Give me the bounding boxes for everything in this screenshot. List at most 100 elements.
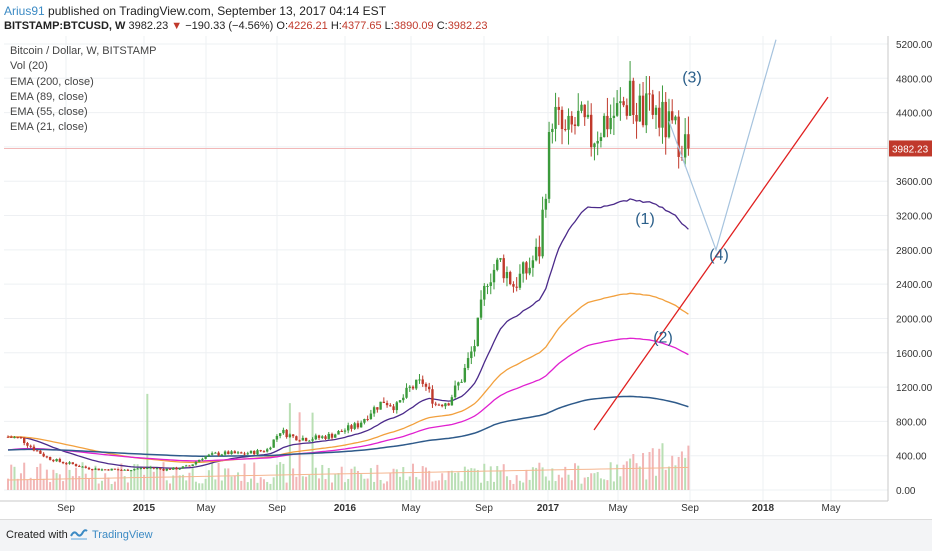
volume-bar <box>55 473 58 490</box>
candle-body <box>499 258 502 260</box>
volume-bar <box>259 477 262 490</box>
candle-body <box>577 110 580 126</box>
candle-body <box>544 198 548 210</box>
volume-bar <box>123 476 126 490</box>
candle-body <box>288 434 292 438</box>
legend-ema-21[interactable]: EMA (21, close) <box>10 121 88 134</box>
candle-body <box>334 434 337 438</box>
volume-bar <box>162 462 165 490</box>
candle-body <box>314 435 317 440</box>
volume-bar <box>321 464 324 490</box>
volume-bar <box>178 475 181 490</box>
candle-body <box>632 80 635 116</box>
candle-body <box>159 468 162 470</box>
volume-bar <box>564 466 567 490</box>
volume-bar <box>437 480 440 490</box>
last-price-tag <box>889 140 932 157</box>
volume-bar <box>642 453 645 490</box>
volume-bar <box>622 464 625 490</box>
candle-body <box>210 453 214 455</box>
volume-bar <box>224 468 227 490</box>
candle-body <box>534 246 538 261</box>
y-tick-label: 0.00 <box>896 486 916 497</box>
candle-body <box>677 116 680 157</box>
candle-body <box>434 403 437 405</box>
candle-body <box>152 467 155 469</box>
legend-vol[interactable]: Vol (20) <box>10 60 48 73</box>
volume-bar <box>505 476 508 490</box>
candle-body <box>269 447 272 450</box>
volume-bar <box>292 468 295 490</box>
volume-bar <box>570 480 573 490</box>
volume-bar <box>651 448 654 490</box>
candle-body <box>324 436 327 439</box>
tradingview-logo-icon <box>70 529 88 540</box>
candle-body <box>596 140 599 144</box>
volume-bar <box>619 476 622 490</box>
volume-bar <box>680 451 683 490</box>
volume-bar <box>431 481 434 490</box>
volume-bar <box>366 478 369 490</box>
candle-body <box>282 429 285 434</box>
volume-bar <box>415 477 418 490</box>
candle-body <box>181 466 185 469</box>
volume-bar <box>593 473 596 490</box>
volume-bar <box>541 467 544 490</box>
volume-bar <box>473 468 476 490</box>
candle-body <box>590 114 593 148</box>
candle-body <box>308 440 311 442</box>
candle-body <box>674 116 677 121</box>
candle-body <box>285 429 288 438</box>
candle-body <box>291 434 295 437</box>
wave-label: (2) <box>653 329 673 346</box>
legend-symbol[interactable]: Bitcoin / Dollar, W, BITSTAMP <box>10 45 157 57</box>
volume-bar <box>389 473 392 490</box>
volume-bar <box>486 481 489 490</box>
legend-ema-200[interactable]: EMA (200, close) <box>10 75 94 88</box>
candle-body <box>366 418 369 420</box>
author-link[interactable]: Arius91 <box>4 4 45 18</box>
volume-bar <box>586 477 589 490</box>
created-with-label: Created with <box>6 529 68 541</box>
axes: 5200.004800.004400.004000.003600.003200.… <box>0 36 932 514</box>
ema-200-line <box>7 395 689 457</box>
legend-ema-89[interactable]: EMA (89, close) <box>10 90 88 103</box>
candle-body <box>48 457 52 460</box>
volume-bar <box>133 464 136 490</box>
volume-bar <box>580 483 583 490</box>
price-chart[interactable]: (1)(2)(3)(4) 5200.004800.004400.004000.0… <box>0 36 932 519</box>
y-tick-label: 2800.00 <box>896 246 932 257</box>
volume-bar <box>664 469 667 490</box>
candle-body <box>42 453 45 457</box>
y-tick-label: 2400.00 <box>896 280 932 291</box>
candle-body <box>278 433 282 436</box>
volume-bar <box>152 471 155 490</box>
volume-bar <box>194 481 197 490</box>
volume-bar <box>444 480 447 490</box>
candle-body <box>372 407 376 414</box>
y-tick-label: 1200.00 <box>896 383 932 394</box>
volume-bar <box>454 472 457 490</box>
volume-bar <box>230 476 233 490</box>
volume-bar <box>522 482 525 490</box>
candle-body <box>120 469 123 471</box>
volume-bar <box>220 480 223 490</box>
tradingview-brand-link[interactable]: TradingView <box>92 529 153 541</box>
volume-bar <box>554 481 557 490</box>
volume-bar <box>243 463 246 490</box>
candle-body <box>204 456 207 459</box>
volume-bar <box>36 466 39 490</box>
candle-body <box>359 422 363 428</box>
candle-body <box>142 467 146 469</box>
candle-body <box>599 137 603 141</box>
volume-bar <box>81 462 84 490</box>
candle-body <box>564 129 567 131</box>
volume-bar <box>23 462 26 490</box>
legend-ema-55[interactable]: EMA (55, close) <box>10 106 88 119</box>
candle-body <box>133 469 136 471</box>
candle-body <box>227 451 230 455</box>
ema-55-line <box>7 292 689 464</box>
volume-bar <box>483 463 486 490</box>
last-price-tag-label: 3982.23 <box>892 144 929 155</box>
wave-label: (3) <box>682 70 702 87</box>
